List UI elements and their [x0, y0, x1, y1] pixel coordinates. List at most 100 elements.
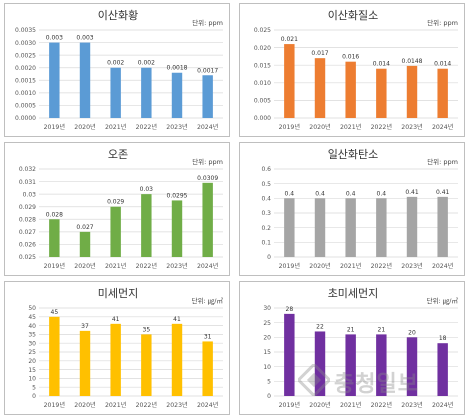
data-label: 22 — [316, 323, 324, 330]
bar — [376, 334, 387, 396]
y-tick-label: 10 — [28, 376, 36, 383]
y-tick-label: 0 — [267, 393, 271, 400]
x-tick-label: 2020년 — [74, 123, 96, 131]
y-tick-label: 0.0015 — [15, 77, 36, 84]
y-tick-label: 0.0030 — [15, 40, 36, 47]
y-tick-label: 0.6 — [261, 166, 271, 173]
unit-label: 단위: ppm — [192, 157, 223, 166]
data-label: 0.0148 — [402, 58, 423, 65]
bar — [79, 231, 91, 257]
y-tick-label: 0.029 — [19, 204, 36, 211]
data-label: 0.014 — [434, 61, 451, 68]
x-tick-label: 2020년 — [74, 401, 96, 409]
x-tick-label: 2024년 — [197, 262, 219, 270]
data-label: 0.029 — [107, 199, 124, 206]
y-tick-label: 30 — [263, 305, 271, 312]
bar — [314, 58, 326, 118]
x-tick-label: 2023년 — [401, 123, 423, 131]
data-label: 31 — [204, 333, 212, 340]
bar — [406, 337, 418, 396]
data-label: 0.027 — [76, 224, 93, 231]
data-label: 45 — [51, 309, 59, 316]
bar — [202, 182, 213, 257]
data-label: 35 — [143, 326, 151, 333]
y-tick-label: 25 — [263, 320, 271, 327]
bar — [284, 313, 295, 396]
x-tick-label: 2021년 — [105, 123, 127, 131]
y-tick-label: 0.3 — [261, 210, 271, 217]
x-tick-label: 2019년 — [279, 123, 301, 131]
bar — [110, 67, 121, 118]
bar — [345, 334, 356, 396]
bar — [171, 200, 183, 257]
x-tick-label: 2021년 — [105, 401, 127, 409]
y-tick-label: 0 — [267, 254, 271, 261]
chart-title: 미세먼지 — [98, 287, 138, 300]
y-tick-label: 0.032 — [19, 166, 36, 173]
x-tick-label: 2022년 — [136, 123, 158, 131]
x-tick-label: 2024년 — [197, 123, 219, 131]
x-tick-label: 2024년 — [432, 401, 454, 409]
chart-panel-fine-dust: 미세먼지 단위: ㎍/㎥ 0 5 10 15 20 25 30 35 40 45 50 45 2019년 37… — [4, 281, 230, 415]
data-label: 37 — [81, 323, 89, 330]
y-tick-label: 0.028 — [19, 216, 36, 223]
x-tick-label: 2020년 — [74, 262, 96, 270]
y-tick-label: 0.015 — [254, 62, 271, 69]
bar — [376, 68, 387, 118]
chart-title: 이산화황 — [98, 9, 138, 22]
data-label: 0.0295 — [167, 192, 188, 199]
bar — [437, 196, 448, 257]
bar — [110, 323, 121, 396]
x-tick-label: 2024년 — [432, 262, 454, 270]
data-label: 0.0309 — [197, 175, 218, 182]
y-tick-label: 10 — [263, 364, 271, 371]
data-label: 0.014 — [373, 61, 390, 68]
x-tick-label: 2023년 — [166, 262, 188, 270]
bar — [49, 42, 60, 119]
bar — [79, 330, 91, 396]
bar — [376, 198, 387, 257]
y-tick-label: 0.010 — [254, 80, 271, 87]
y-tick-label: 40 — [28, 323, 36, 330]
y-tick-label: 0.026 — [19, 242, 36, 249]
x-tick-label: 2022년 — [136, 401, 158, 409]
y-tick-label: 15 — [263, 349, 271, 356]
y-tick-label: 0.0025 — [15, 52, 36, 59]
y-tick-label: 0.0020 — [15, 65, 36, 72]
chart-panel-nitrogen-dioxide: 이산화질소 단위: ppm 0.000 0.005 0.010 0.015 0.020 0.0… — [239, 3, 465, 137]
y-tick-label: 5 — [32, 384, 36, 391]
unit-label: 단위: ㎍/㎥ — [427, 296, 459, 306]
data-label: 0.4 — [285, 190, 295, 197]
data-label: 0.002 — [138, 60, 155, 67]
x-tick-label: 2021년 — [340, 262, 362, 270]
bar — [49, 316, 60, 396]
x-tick-label: 2019년 — [279, 401, 301, 409]
data-label: 0.4 — [346, 190, 356, 197]
y-tick-label: 0.0035 — [15, 27, 36, 34]
x-tick-label: 2023년 — [401, 262, 423, 270]
data-label: 0.017 — [311, 50, 328, 57]
data-label: 0.4 — [315, 190, 325, 197]
bar — [202, 75, 213, 118]
y-tick-label: 0.0005 — [15, 103, 36, 110]
chart-title: 오존 — [108, 148, 128, 161]
y-tick-label: 0.2 — [261, 225, 271, 232]
unit-label: 단위: ppm — [427, 157, 458, 166]
x-tick-label: 2019년 — [44, 262, 66, 270]
data-label: 21 — [347, 326, 355, 333]
y-tick-label: 20 — [263, 335, 271, 342]
chart-panel-ozone: 오존 단위: ppm 0.025 0.026 0.027 0.028 0.029 0.03 0.… — [4, 142, 230, 276]
bar — [406, 196, 418, 257]
data-label: 41 — [112, 316, 120, 323]
data-label: 0.021 — [281, 36, 298, 43]
x-tick-label: 2021년 — [340, 401, 362, 409]
data-label: 18 — [439, 335, 447, 342]
x-tick-label: 2019년 — [44, 401, 66, 409]
chart-title: 이산화질소 — [328, 9, 379, 22]
data-label: 0.0017 — [197, 67, 218, 74]
